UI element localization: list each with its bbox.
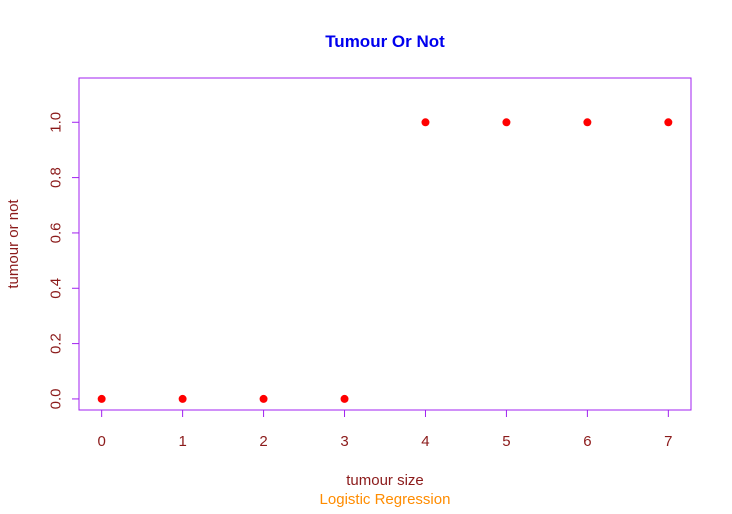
x-tick-label: 6 bbox=[583, 433, 591, 450]
data-point bbox=[97, 394, 106, 403]
y-tick-label: 0.2 bbox=[48, 333, 65, 354]
x-tick-label: 4 bbox=[421, 433, 429, 450]
x-tick-label: 2 bbox=[259, 433, 267, 450]
x-tick-label: 3 bbox=[340, 433, 348, 450]
data-point bbox=[664, 118, 673, 127]
y-tick-label: 0.4 bbox=[48, 278, 65, 299]
data-point bbox=[340, 394, 349, 403]
data-point bbox=[178, 394, 187, 403]
data-point bbox=[259, 394, 268, 403]
y-tick-label: 1.0 bbox=[48, 112, 65, 133]
chart-title: Tumour Or Not bbox=[325, 32, 445, 51]
y-tick-label: 0.8 bbox=[48, 167, 65, 188]
x-tick-label: 5 bbox=[502, 433, 510, 450]
data-point bbox=[421, 118, 430, 127]
x-axis-label: tumour size bbox=[346, 472, 424, 489]
y-axis: 0.0 0.2 0.4 0.6 0.8 1.0 bbox=[48, 112, 80, 410]
y-tick-label: 0.0 bbox=[48, 389, 65, 410]
chart-subtitle: Logistic Regression bbox=[320, 491, 451, 508]
plot-frame bbox=[78, 77, 692, 411]
x-tick-label: 0 bbox=[97, 433, 105, 450]
x-tick-label: 7 bbox=[664, 433, 672, 450]
x-axis: 0 1 2 3 4 5 6 7 bbox=[97, 409, 673, 450]
y-axis-label: tumour or not bbox=[5, 199, 22, 289]
y-tick-label: 0.6 bbox=[48, 223, 65, 244]
data-points bbox=[97, 118, 673, 403]
data-point bbox=[502, 118, 511, 127]
data-point bbox=[583, 118, 592, 127]
x-tick-label: 1 bbox=[178, 433, 186, 450]
